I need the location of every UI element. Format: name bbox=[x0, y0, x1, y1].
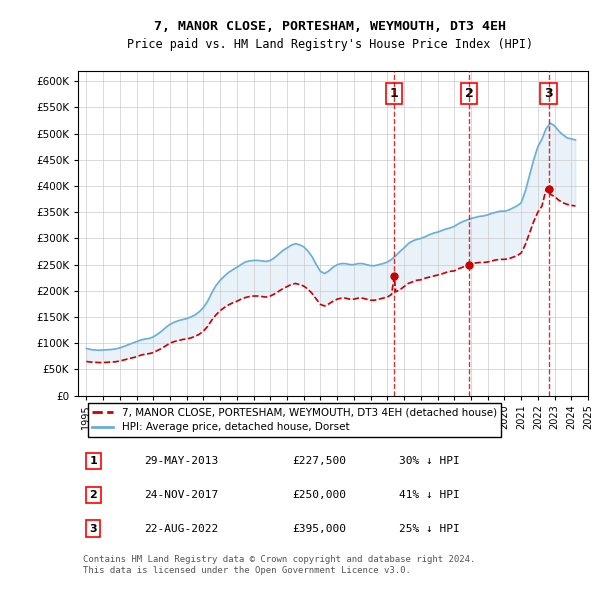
Text: 41% ↓ HPI: 41% ↓ HPI bbox=[400, 490, 460, 500]
Text: £250,000: £250,000 bbox=[292, 490, 346, 500]
Text: 30% ↓ HPI: 30% ↓ HPI bbox=[400, 456, 460, 466]
Text: 2: 2 bbox=[89, 490, 97, 500]
Text: Contains HM Land Registry data © Crown copyright and database right 2024.
This d: Contains HM Land Registry data © Crown c… bbox=[83, 555, 475, 575]
Text: 1: 1 bbox=[390, 87, 398, 100]
Text: 22-AUG-2022: 22-AUG-2022 bbox=[145, 524, 218, 534]
Text: 25% ↓ HPI: 25% ↓ HPI bbox=[400, 524, 460, 534]
Text: 2: 2 bbox=[465, 87, 473, 100]
Text: £395,000: £395,000 bbox=[292, 524, 346, 534]
Text: Price paid vs. HM Land Registry's House Price Index (HPI): Price paid vs. HM Land Registry's House … bbox=[127, 38, 533, 51]
Text: 3: 3 bbox=[89, 524, 97, 534]
Text: £227,500: £227,500 bbox=[292, 456, 346, 466]
Text: 7, MANOR CLOSE, PORTESHAM, WEYMOUTH, DT3 4EH: 7, MANOR CLOSE, PORTESHAM, WEYMOUTH, DT3… bbox=[154, 20, 506, 33]
Text: 24-NOV-2017: 24-NOV-2017 bbox=[145, 490, 218, 500]
Legend: 7, MANOR CLOSE, PORTESHAM, WEYMOUTH, DT3 4EH (detached house), HPI: Average pric: 7, MANOR CLOSE, PORTESHAM, WEYMOUTH, DT3… bbox=[88, 403, 501, 437]
Text: 1: 1 bbox=[89, 456, 97, 466]
Text: 29-MAY-2013: 29-MAY-2013 bbox=[145, 456, 218, 466]
Text: 3: 3 bbox=[544, 87, 553, 100]
